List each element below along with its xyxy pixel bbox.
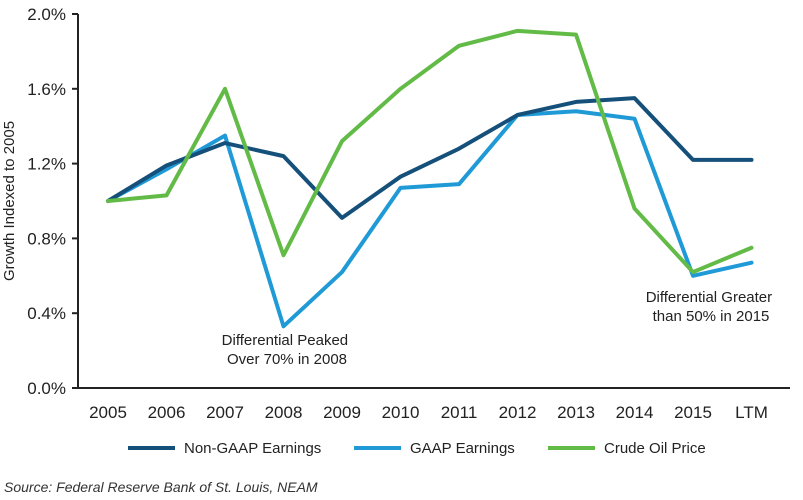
x-tick-label-2013: 2013: [557, 403, 595, 422]
x-tick-label-2008: 2008: [265, 403, 303, 422]
x-tick-label-2015: 2015: [674, 403, 712, 422]
y-tick-label-2: 0.8%: [27, 229, 66, 248]
series-line-crude-oil-price: [106, 28, 754, 275]
legend: Non-GAAP Earnings GAAP Earnings Crude Oi…: [128, 440, 706, 457]
annotation-2015-line-1: Differential Greater: [646, 289, 772, 306]
annotation-2015-line-2: than 50% in 2015: [653, 308, 770, 325]
x-tick-label-2012: 2012: [499, 403, 537, 422]
x-tick-label-2006: 2006: [148, 403, 186, 422]
y-tick-label-3: 1.2%: [27, 155, 66, 174]
legend-item-gaap[interactable]: GAAP Earnings: [354, 440, 515, 457]
annotation-2008-line-1: Differential Peaked: [222, 332, 348, 349]
legend-label-non-gaap: Non-GAAP Earnings: [184, 440, 321, 457]
y-tick-label-5: 2.0%: [27, 5, 66, 24]
annotation-2015: Differential Greater than 50% in 2015: [646, 289, 777, 325]
x-axis-ticks: 2005 2006 2007 2008 2009 2010 2011 2012 2013 2014…: [89, 403, 768, 422]
y-axis-label: Growth Indexed to 2005: [1, 121, 18, 281]
legend-item-crude-oil[interactable]: Crude Oil Price: [548, 440, 706, 457]
x-tick-label-2010: 2010: [382, 403, 420, 422]
annotation-2008: Differential Peaked Over 70% in 2008: [222, 332, 353, 368]
y-tick-label-4: 1.6%: [27, 80, 66, 99]
source-note: Source: Federal Reserve Bank of St. Loui…: [4, 479, 318, 495]
x-tick-label-ltm: LTM: [735, 403, 768, 422]
y-tick-label-1: 0.4%: [27, 304, 66, 323]
series-line-gaap-earnings: [106, 109, 754, 329]
x-tick-label-2009: 2009: [323, 403, 361, 422]
x-tick-label-2011: 2011: [441, 403, 478, 422]
legend-label-gaap: GAAP Earnings: [410, 440, 515, 457]
annotation-2008-line-2: Over 70% in 2008: [227, 351, 347, 368]
x-tick-label-2014: 2014: [616, 403, 654, 422]
legend-item-non-gaap[interactable]: Non-GAAP Earnings: [128, 440, 321, 457]
legend-label-crude-oil: Crude Oil Price: [604, 440, 706, 457]
x-tick-label-2005: 2005: [89, 403, 127, 422]
y-tick-label-0: 0.0%: [27, 379, 66, 398]
series-group: [106, 28, 754, 329]
series-line-non-gaap-earnings: [106, 96, 754, 220]
x-tick-label-2007: 2007: [206, 403, 244, 422]
y-axis-ticks: 0.0% 0.4% 0.8% 1.2% 1.6% 2.0%: [27, 5, 78, 398]
